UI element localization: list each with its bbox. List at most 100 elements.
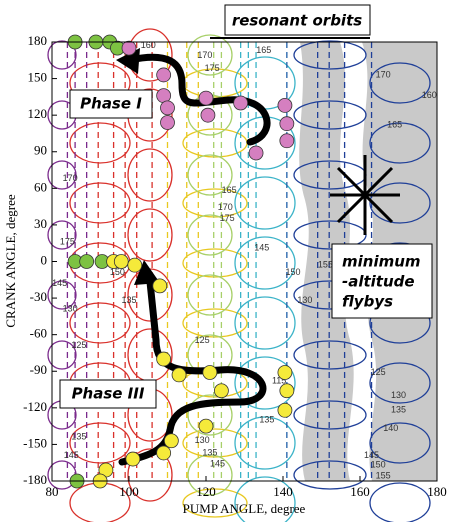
annotation: -altitude bbox=[342, 273, 415, 291]
contour bbox=[69, 422, 131, 464]
contour bbox=[187, 274, 233, 316]
point bbox=[163, 433, 179, 449]
contour-label: 170 bbox=[197, 50, 212, 60]
contour bbox=[182, 308, 248, 338]
contour bbox=[47, 280, 77, 310]
point bbox=[125, 451, 141, 467]
x-tick-label: 100 bbox=[119, 484, 139, 499]
contour-label: 175 bbox=[220, 213, 235, 223]
contour bbox=[234, 416, 296, 470]
point bbox=[202, 365, 218, 380]
point bbox=[160, 115, 175, 130]
y-tick-label: -150 bbox=[23, 435, 47, 450]
contour-label: 115 bbox=[272, 375, 286, 385]
contour-label: 130 bbox=[63, 303, 78, 313]
contour-label: 170 bbox=[63, 173, 78, 183]
contour-label: 165 bbox=[387, 119, 402, 129]
y-tick-label: 0 bbox=[41, 252, 48, 267]
annotation: minimum bbox=[342, 253, 421, 271]
contour bbox=[127, 448, 173, 502]
y-tick-label: 120 bbox=[28, 106, 48, 121]
points bbox=[67, 34, 295, 489]
arrow-head bbox=[134, 260, 160, 285]
point bbox=[233, 95, 249, 111]
contour bbox=[187, 34, 233, 76]
y-tick-label: 150 bbox=[28, 70, 48, 85]
contour bbox=[293, 460, 367, 490]
point bbox=[279, 133, 295, 149]
y-tick-label: -60 bbox=[30, 326, 47, 341]
contour bbox=[69, 122, 131, 164]
contour bbox=[369, 482, 431, 522]
arrow-head bbox=[116, 48, 140, 74]
x-tick-label: 140 bbox=[273, 484, 293, 499]
contour-label: 160 bbox=[141, 40, 156, 50]
contour-label: 145 bbox=[64, 450, 79, 460]
contour-label: 135 bbox=[121, 295, 136, 305]
contour bbox=[187, 154, 233, 196]
point bbox=[113, 254, 129, 269]
contour bbox=[47, 40, 77, 70]
contour-label: 140 bbox=[383, 423, 398, 433]
y-tick-label: 180 bbox=[28, 33, 48, 48]
contour bbox=[234, 476, 296, 522]
point bbox=[160, 100, 175, 116]
point bbox=[277, 98, 293, 113]
y-tick-label: -180 bbox=[23, 472, 47, 487]
contour bbox=[187, 214, 233, 256]
axes: 80 100 120 140 160 180 -180 -150 -120 -90 -60 -30 0 3… bbox=[23, 33, 447, 499]
contour-label: 135 bbox=[202, 447, 217, 457]
contour-label: 165 bbox=[222, 185, 237, 195]
x-tick-label: 160 bbox=[350, 484, 370, 499]
contour bbox=[234, 296, 296, 350]
point bbox=[200, 107, 216, 123]
contour-label: 135 bbox=[391, 405, 406, 415]
point bbox=[277, 365, 293, 380]
point bbox=[279, 116, 295, 132]
contour bbox=[369, 362, 431, 404]
contour-label: 130 bbox=[297, 295, 312, 305]
contour bbox=[234, 176, 296, 230]
contour bbox=[187, 454, 233, 496]
point bbox=[171, 367, 187, 383]
contour-label: 175 bbox=[60, 236, 75, 246]
contour-label: 145 bbox=[52, 278, 67, 288]
contour-label: 165 bbox=[256, 45, 271, 55]
point bbox=[198, 90, 214, 106]
y-tick-label: 30 bbox=[34, 216, 47, 231]
phase1-path bbox=[126, 53, 271, 146]
contour-label: 135 bbox=[71, 431, 86, 441]
contour bbox=[369, 62, 431, 104]
contour bbox=[234, 236, 296, 290]
contour bbox=[47, 160, 77, 190]
annotation: Phase III bbox=[72, 385, 145, 403]
contour bbox=[182, 488, 248, 518]
annotation: flybys bbox=[342, 293, 393, 311]
y-tick-label: -30 bbox=[30, 289, 47, 304]
y-tick-label: -90 bbox=[30, 362, 47, 377]
point bbox=[121, 40, 137, 56]
contour-label: 150 bbox=[371, 460, 386, 470]
point bbox=[279, 383, 295, 399]
contour bbox=[293, 40, 367, 70]
contour-label: 155 bbox=[376, 470, 391, 480]
contour-label: 145 bbox=[210, 458, 225, 468]
contour-label: 150 bbox=[110, 267, 125, 277]
point bbox=[156, 67, 172, 83]
point bbox=[156, 445, 172, 461]
contour bbox=[182, 428, 248, 458]
contour bbox=[182, 188, 248, 218]
contour bbox=[187, 394, 233, 436]
contour-label: 125 bbox=[371, 367, 386, 377]
contour-label: 145 bbox=[254, 242, 269, 252]
contour-label: 170 bbox=[218, 202, 233, 212]
point bbox=[198, 418, 214, 434]
x-tick-label: 80 bbox=[46, 484, 59, 499]
contour bbox=[69, 182, 131, 224]
contour bbox=[69, 302, 131, 344]
annotation: resonant orbits bbox=[232, 12, 362, 30]
annotation-resonant: resonant orbits bbox=[210, 4, 371, 39]
contour bbox=[47, 340, 77, 370]
